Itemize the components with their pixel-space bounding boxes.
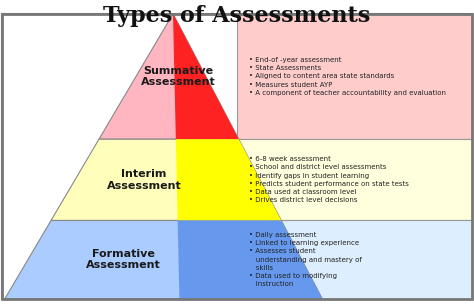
Text: Types of Assessments: Types of Assessments — [103, 5, 371, 27]
Bar — [237, 14, 472, 139]
Polygon shape — [176, 139, 281, 221]
Polygon shape — [178, 221, 322, 299]
Polygon shape — [51, 139, 281, 221]
Text: • End-of -year assessment
• State Assessments
• Aligned to content area state st: • End-of -year assessment • State Assess… — [249, 57, 446, 96]
Polygon shape — [99, 14, 239, 139]
Text: Formative
Assessment: Formative Assessment — [86, 249, 161, 271]
Bar — [237, 139, 472, 221]
Polygon shape — [173, 14, 239, 139]
Text: Summative
Assessment: Summative Assessment — [140, 66, 215, 87]
Text: Interim
Assessment: Interim Assessment — [107, 169, 182, 191]
Text: • 6-8 week assessment
• School and district level assessments
• Identify gaps in: • 6-8 week assessment • School and distr… — [249, 156, 409, 203]
Text: • Daily assessment
• Linked to learning experience
• Assesses student
   underst: • Daily assessment • Linked to learning … — [249, 232, 362, 287]
Polygon shape — [5, 221, 322, 299]
FancyBboxPatch shape — [2, 14, 472, 299]
Bar — [237, 221, 472, 299]
